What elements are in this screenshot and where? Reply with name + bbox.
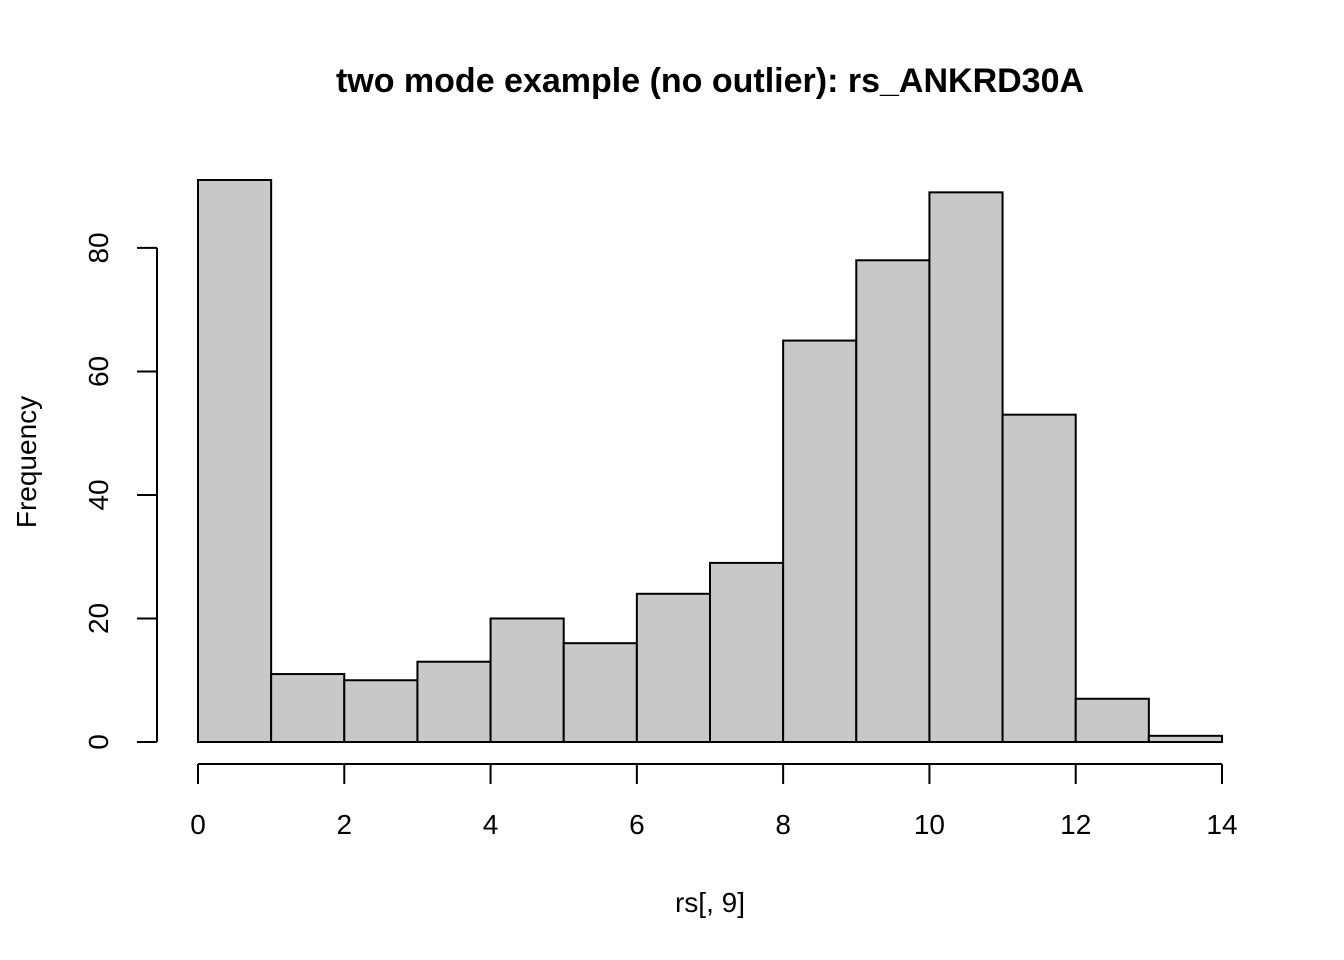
x-tick-label: 2 bbox=[336, 809, 352, 840]
bars-group bbox=[197, 179, 1224, 744]
y-tick-label: 20 bbox=[83, 603, 114, 634]
x-tick-label: 10 bbox=[914, 809, 945, 840]
histogram-bar-4 bbox=[489, 617, 565, 744]
histogram-bar-2 bbox=[343, 679, 419, 744]
histogram-bar-13 bbox=[1147, 734, 1224, 743]
y-tick-label: 40 bbox=[83, 479, 114, 510]
histogram-bar-1 bbox=[270, 673, 346, 743]
x-axis: 0 2 4 6 8 10 12 14 bbox=[190, 763, 1238, 840]
histogram-bar-12 bbox=[1074, 697, 1150, 743]
x-axis-label: rs[, 9] bbox=[675, 887, 745, 918]
histogram-bar-10 bbox=[928, 191, 1004, 744]
histogram-bar-8 bbox=[782, 339, 858, 743]
x-tick-label: 8 bbox=[775, 809, 791, 840]
y-axis-label: Frequency bbox=[11, 396, 42, 528]
histogram-bar-11 bbox=[1001, 413, 1077, 743]
y-axis: 0 20 40 60 80 bbox=[83, 232, 158, 750]
x-tick-label: 4 bbox=[483, 809, 499, 840]
histogram-bar-0 bbox=[197, 179, 273, 743]
histogram-bar-7 bbox=[709, 561, 785, 744]
x-tick-label: 12 bbox=[1060, 809, 1091, 840]
x-tick-label: 6 bbox=[629, 809, 645, 840]
y-tick-label: 80 bbox=[83, 232, 114, 263]
x-tick-label: 0 bbox=[190, 809, 206, 840]
y-tick-label: 60 bbox=[83, 356, 114, 387]
x-tick-label: 14 bbox=[1206, 809, 1237, 840]
histogram-bar-6 bbox=[635, 592, 711, 743]
chart-title: two mode example (no outlier): rs_ANKRD3… bbox=[336, 62, 1084, 100]
y-tick-label: 0 bbox=[83, 734, 114, 750]
histogram-bar-9 bbox=[855, 259, 931, 743]
histogram-bar-5 bbox=[562, 642, 638, 744]
histogram-bar-3 bbox=[416, 660, 492, 744]
